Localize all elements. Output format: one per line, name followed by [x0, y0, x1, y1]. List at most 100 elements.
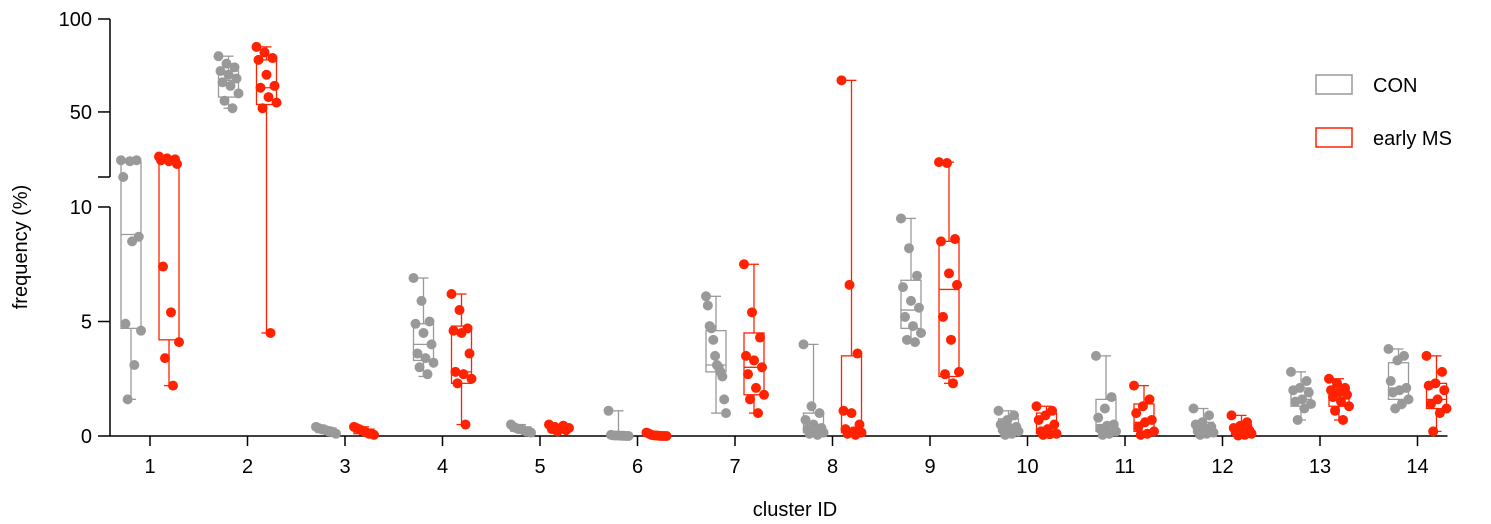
box-plots: [120, 46, 1448, 437]
data-point-early-ms: [1033, 414, 1044, 425]
data-point-con: [1390, 403, 1401, 414]
legend-swatch-early-ms: [1315, 127, 1353, 148]
data-point-con: [900, 311, 910, 322]
data-point-con: [623, 431, 634, 441]
y-tick-label: 50: [70, 102, 92, 124]
data-point-early-ms: [846, 408, 857, 419]
x-tick-label: 12: [1211, 456, 1233, 478]
data-point-con: [908, 321, 918, 332]
data-point-early-ms: [940, 369, 950, 380]
x-tick-label: 4: [437, 456, 448, 478]
data-point-con: [233, 88, 244, 99]
data-point-con: [408, 272, 419, 283]
data-point-con: [526, 427, 536, 438]
data-point-early-ms: [1144, 394, 1155, 405]
data-point-early-ms: [934, 157, 944, 168]
data-point-con: [331, 428, 341, 439]
data-point-early-ms: [253, 54, 264, 65]
data-point-early-ms: [1233, 430, 1244, 441]
data-point-early-ms: [747, 307, 757, 318]
y-tick-label: 100: [59, 9, 92, 31]
data-point-early-ms: [661, 431, 672, 441]
data-point-early-ms: [172, 158, 182, 169]
data-point-early-ms: [1425, 398, 1436, 409]
data-point-con: [118, 172, 129, 182]
data-point-early-ms: [166, 307, 176, 318]
x-tick-label: 1: [144, 456, 155, 478]
data-point-con: [706, 323, 717, 334]
x-tick-label: 14: [1406, 456, 1428, 478]
data-point-con: [1288, 385, 1299, 396]
data-point-early-ms: [1330, 405, 1340, 416]
data-point-con: [1097, 429, 1108, 440]
data-point-early-ms: [460, 419, 471, 430]
data-point-con: [1106, 392, 1117, 403]
data-point-early-ms: [1129, 380, 1139, 391]
data-point-early-ms: [838, 405, 849, 416]
data-point-con: [116, 155, 126, 166]
data-point-early-ms: [1342, 389, 1352, 400]
data-point-early-ms: [1428, 426, 1439, 437]
data-point-con: [1195, 429, 1206, 440]
data-point-early-ms: [745, 394, 755, 405]
x-tick-label: 3: [339, 456, 350, 478]
data-points: [116, 41, 1452, 441]
data-point-early-ms: [160, 353, 170, 364]
data-point-con: [912, 270, 922, 281]
data-point-con: [410, 318, 421, 329]
data-point-con: [426, 339, 437, 350]
data-point-con: [1099, 403, 1110, 414]
data-point-early-ms: [1324, 373, 1334, 384]
x-tick-label: 13: [1309, 456, 1331, 478]
data-point-early-ms: [263, 92, 274, 103]
data-point-early-ms: [954, 366, 964, 377]
data-point-con: [1383, 343, 1394, 354]
data-point-early-ms: [257, 103, 268, 114]
data-point-early-ms: [1332, 378, 1342, 389]
data-point-con: [1091, 350, 1101, 361]
data-point-early-ms: [739, 259, 749, 270]
data-point-early-ms: [942, 158, 952, 169]
data-point-early-ms: [448, 325, 459, 336]
data-point-con: [719, 394, 730, 405]
data-point-early-ms: [1421, 350, 1432, 361]
data-point-con: [219, 95, 230, 106]
data-point-early-ms: [1423, 380, 1434, 391]
y-tick-label: 0: [81, 426, 92, 448]
legend: CON early MS: [1315, 74, 1452, 150]
data-point-early-ms: [944, 268, 954, 279]
y-tick-label: 5: [81, 312, 92, 334]
data-point-con: [1301, 376, 1312, 387]
data-point-early-ms: [466, 373, 477, 384]
data-point-early-ms: [751, 382, 761, 393]
data-point-con: [814, 408, 825, 419]
data-point-con: [428, 357, 439, 368]
data-point-con: [1385, 376, 1396, 387]
data-point-con: [721, 408, 731, 419]
data-point-early-ms: [1137, 401, 1148, 412]
data-point-early-ms: [552, 426, 563, 437]
legend-swatch-con: [1315, 74, 1353, 95]
data-point-early-ms: [456, 327, 467, 338]
data-point-early-ms: [255, 82, 266, 93]
data-point-early-ms: [946, 334, 956, 345]
data-point-early-ms: [844, 279, 855, 290]
data-point-con: [1299, 403, 1310, 414]
data-point-con: [414, 362, 425, 373]
data-point-con: [798, 339, 809, 350]
x-tick-label: 8: [827, 456, 838, 478]
data-point-early-ms: [755, 332, 765, 343]
data-point-early-ms: [1344, 401, 1354, 412]
data-point-early-ms: [854, 419, 865, 430]
data-point-early-ms: [836, 75, 847, 86]
data-point-early-ms: [1131, 408, 1142, 419]
data-point-con: [136, 325, 146, 336]
data-point-con: [424, 316, 435, 327]
data-point-early-ms: [1031, 401, 1042, 412]
data-point-con: [221, 58, 232, 69]
data-point-early-ms: [450, 366, 461, 377]
data-point-early-ms: [158, 261, 168, 272]
data-point-early-ms: [261, 69, 272, 80]
data-point-early-ms: [454, 305, 465, 316]
data-point-early-ms: [369, 429, 379, 440]
